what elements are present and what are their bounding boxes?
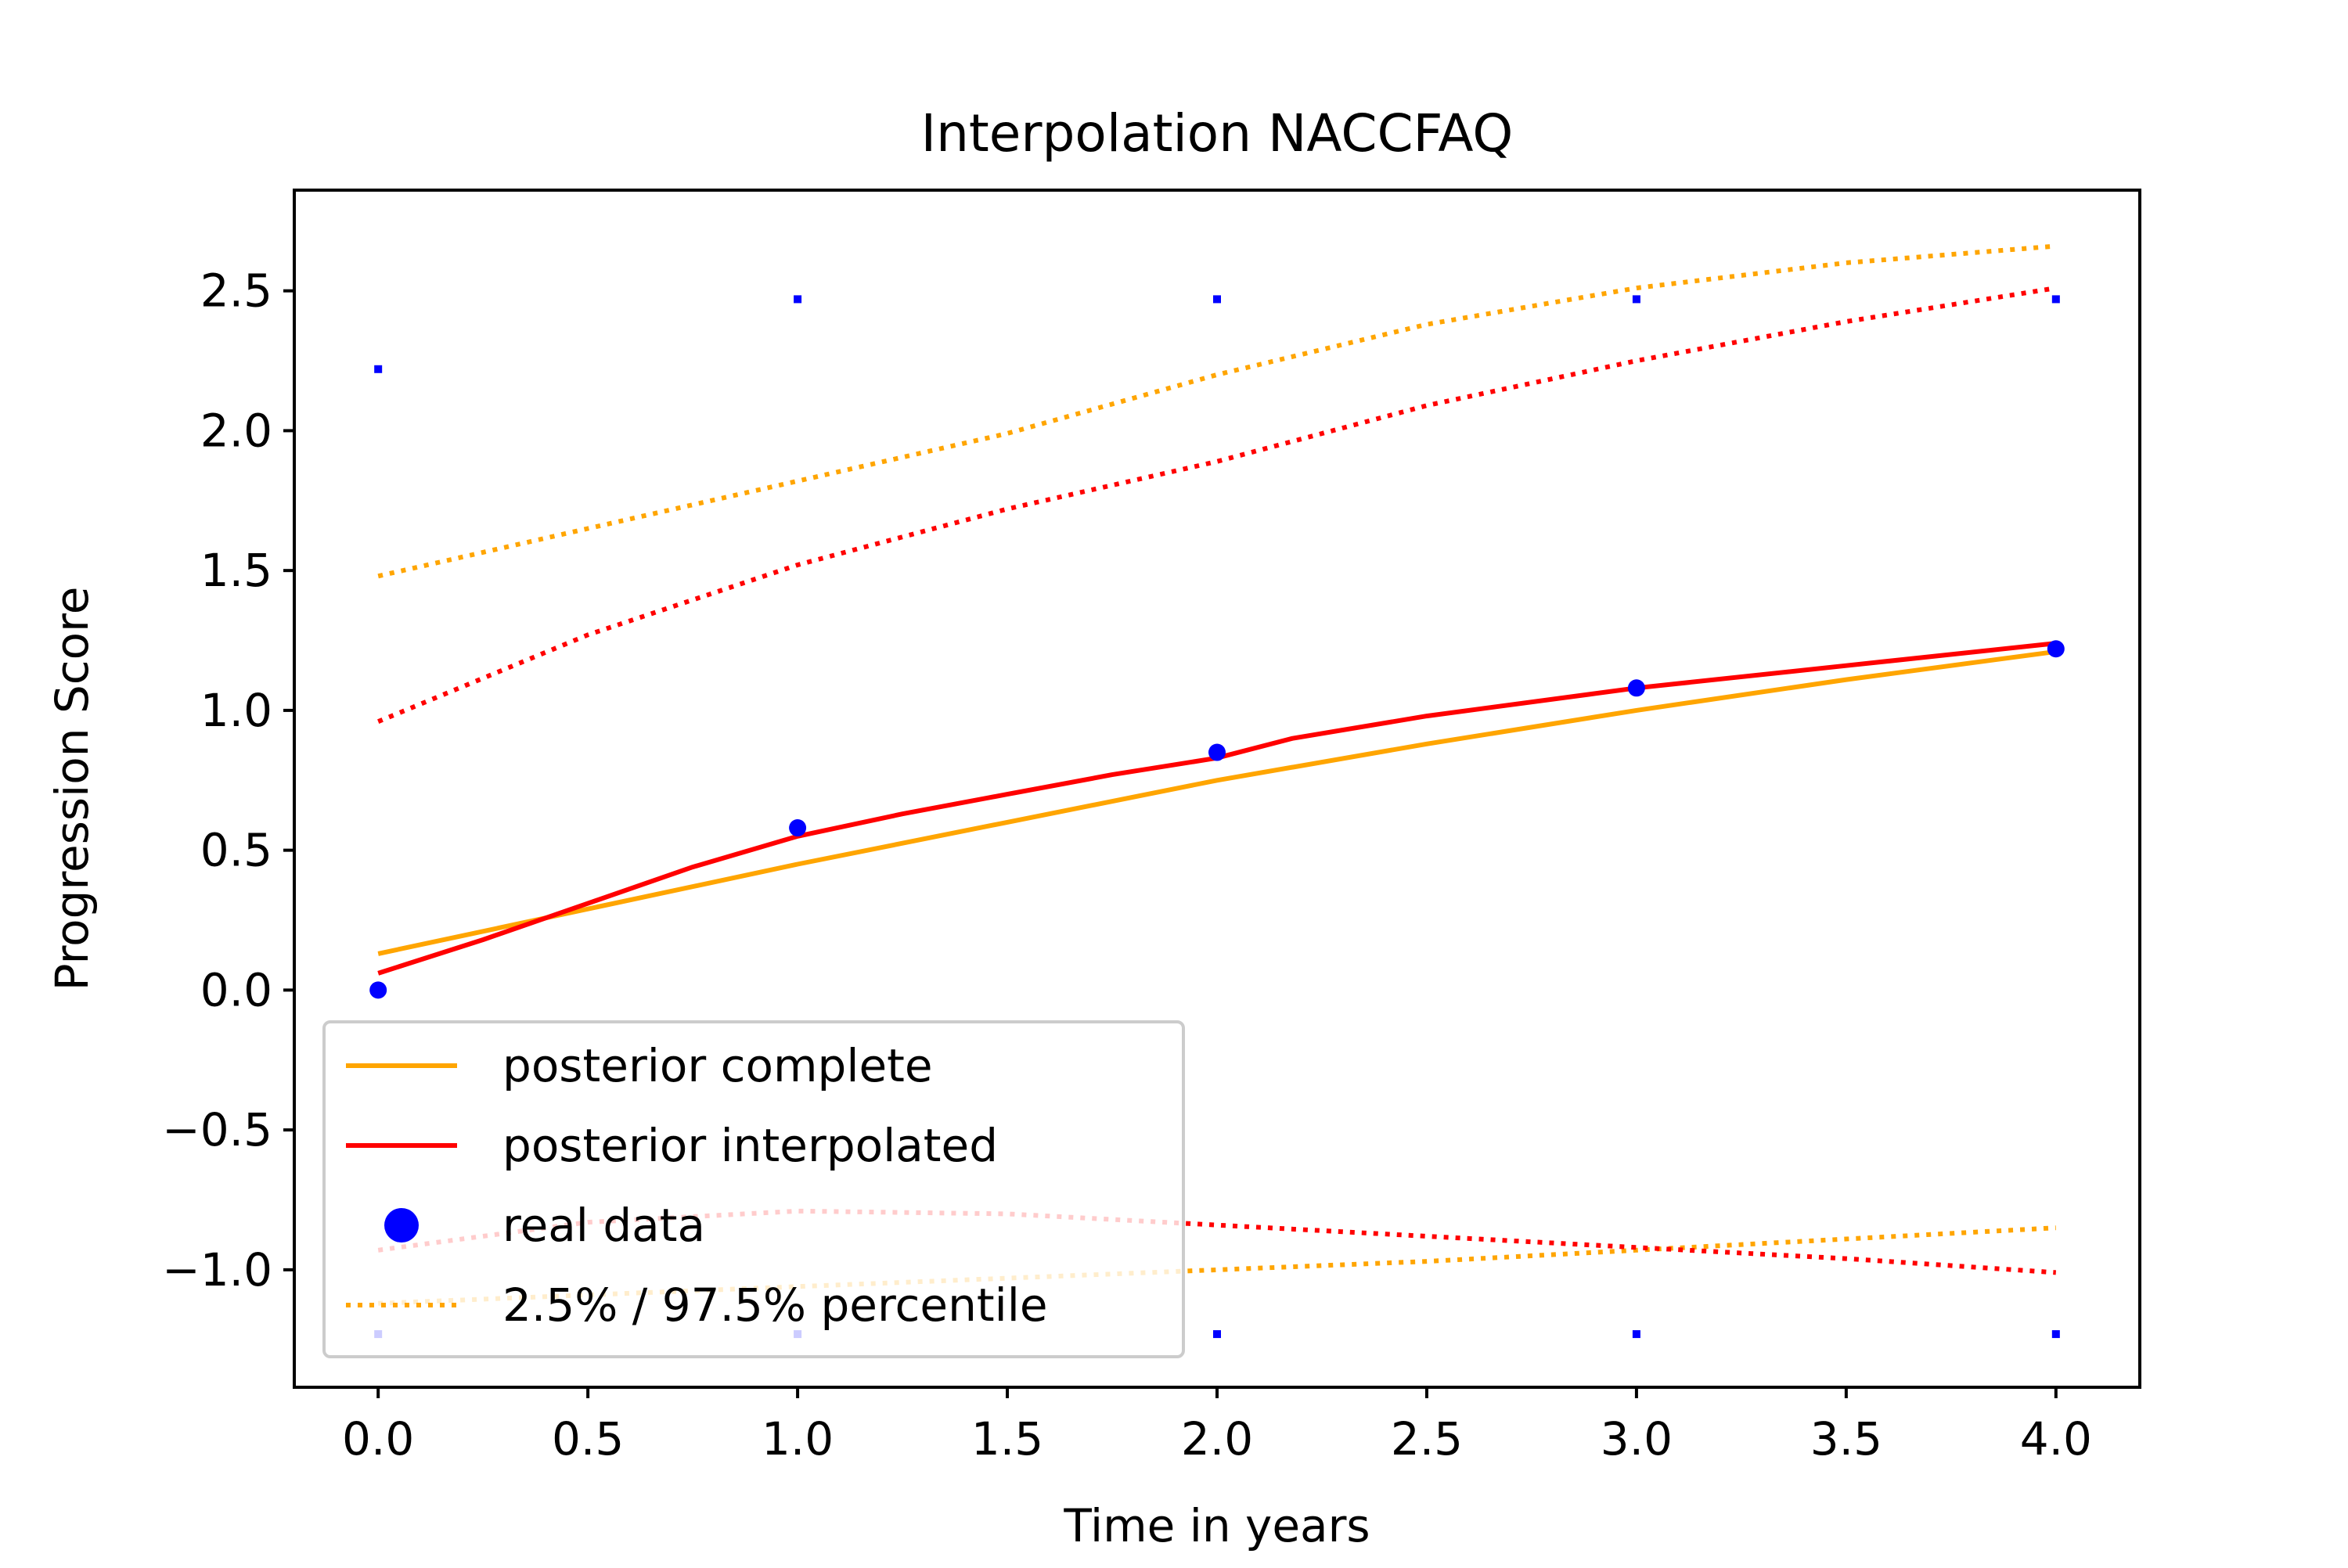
x-tick-label-6: 3.0: [1601, 1412, 1673, 1466]
y-tick-label-3: 0.5: [200, 824, 272, 877]
x-tick-label-7: 3.5: [1810, 1412, 1882, 1466]
extreme-point-4: [2051, 295, 2060, 304]
x-tick-label-1: 0.5: [552, 1412, 624, 1466]
x-tick-label-3: 1.5: [971, 1412, 1043, 1466]
series-line-4: [378, 1225, 2056, 1306]
extreme-point-0: [374, 365, 383, 373]
extreme-point-1: [794, 295, 802, 304]
plot-data-layer: [369, 243, 2065, 1339]
data-point-2: [1208, 743, 1226, 761]
x-tick-label-0: 0.0: [342, 1412, 414, 1466]
series-line-3: [377, 243, 2057, 579]
legend-label-1: posterior interpolated: [502, 1119, 998, 1172]
series-line-6: [377, 1208, 2056, 1275]
chart-title: Interpolation NACCFAQ: [921, 103, 1514, 164]
series-line-0: [377, 649, 2057, 956]
y-tick-label-0: −1.0: [162, 1243, 272, 1296]
legend-label-3: 2.5% / 97.5% percentile: [502, 1278, 1048, 1332]
legend-box: [322, 1020, 1185, 1358]
series-line-1: [377, 641, 2057, 976]
data-point-1: [789, 819, 807, 837]
extreme-point-3: [1632, 295, 1640, 304]
y-tick-label-6: 2.0: [200, 404, 272, 457]
x-tick-label-8: 4.0: [2020, 1412, 2092, 1466]
x-tick-label-4: 2.0: [1181, 1412, 1253, 1466]
x-axis-label: Time in years: [1063, 1499, 1370, 1552]
y-axis-label: Progression Score: [45, 587, 99, 991]
x-tick-label-5: 2.5: [1391, 1412, 1463, 1466]
x-tick-label-2: 1.0: [762, 1412, 834, 1466]
extreme-point-8: [1632, 1330, 1640, 1339]
legend-label-2: real data: [502, 1199, 705, 1252]
legend: posterior complete posterior interpolated…: [322, 1020, 1185, 1358]
data-point-4: [2047, 640, 2065, 658]
y-tick-label-1: −0.5: [162, 1103, 272, 1156]
data-point-3: [1627, 679, 1645, 697]
y-tick-label-4: 1.0: [200, 684, 272, 737]
legend-label-0: posterior complete: [502, 1039, 933, 1092]
y-tick-label-2: 0.0: [200, 963, 272, 1016]
axis-ticks: 0.0 0.5 1.0 1.5 2.0 2.5 3.0 3.5 4.0 −1.0 −0.5 0.0 0.…: [162, 264, 2092, 1466]
extreme-point-2: [1213, 295, 1221, 304]
legend-swatch-2: [384, 1208, 419, 1243]
data-point-0: [369, 981, 387, 999]
extreme-point-9: [2051, 1330, 2060, 1339]
y-tick-label-5: 1.5: [200, 544, 272, 597]
y-tick-label-7: 2.5: [200, 264, 272, 318]
extreme-point-7: [1213, 1330, 1221, 1339]
